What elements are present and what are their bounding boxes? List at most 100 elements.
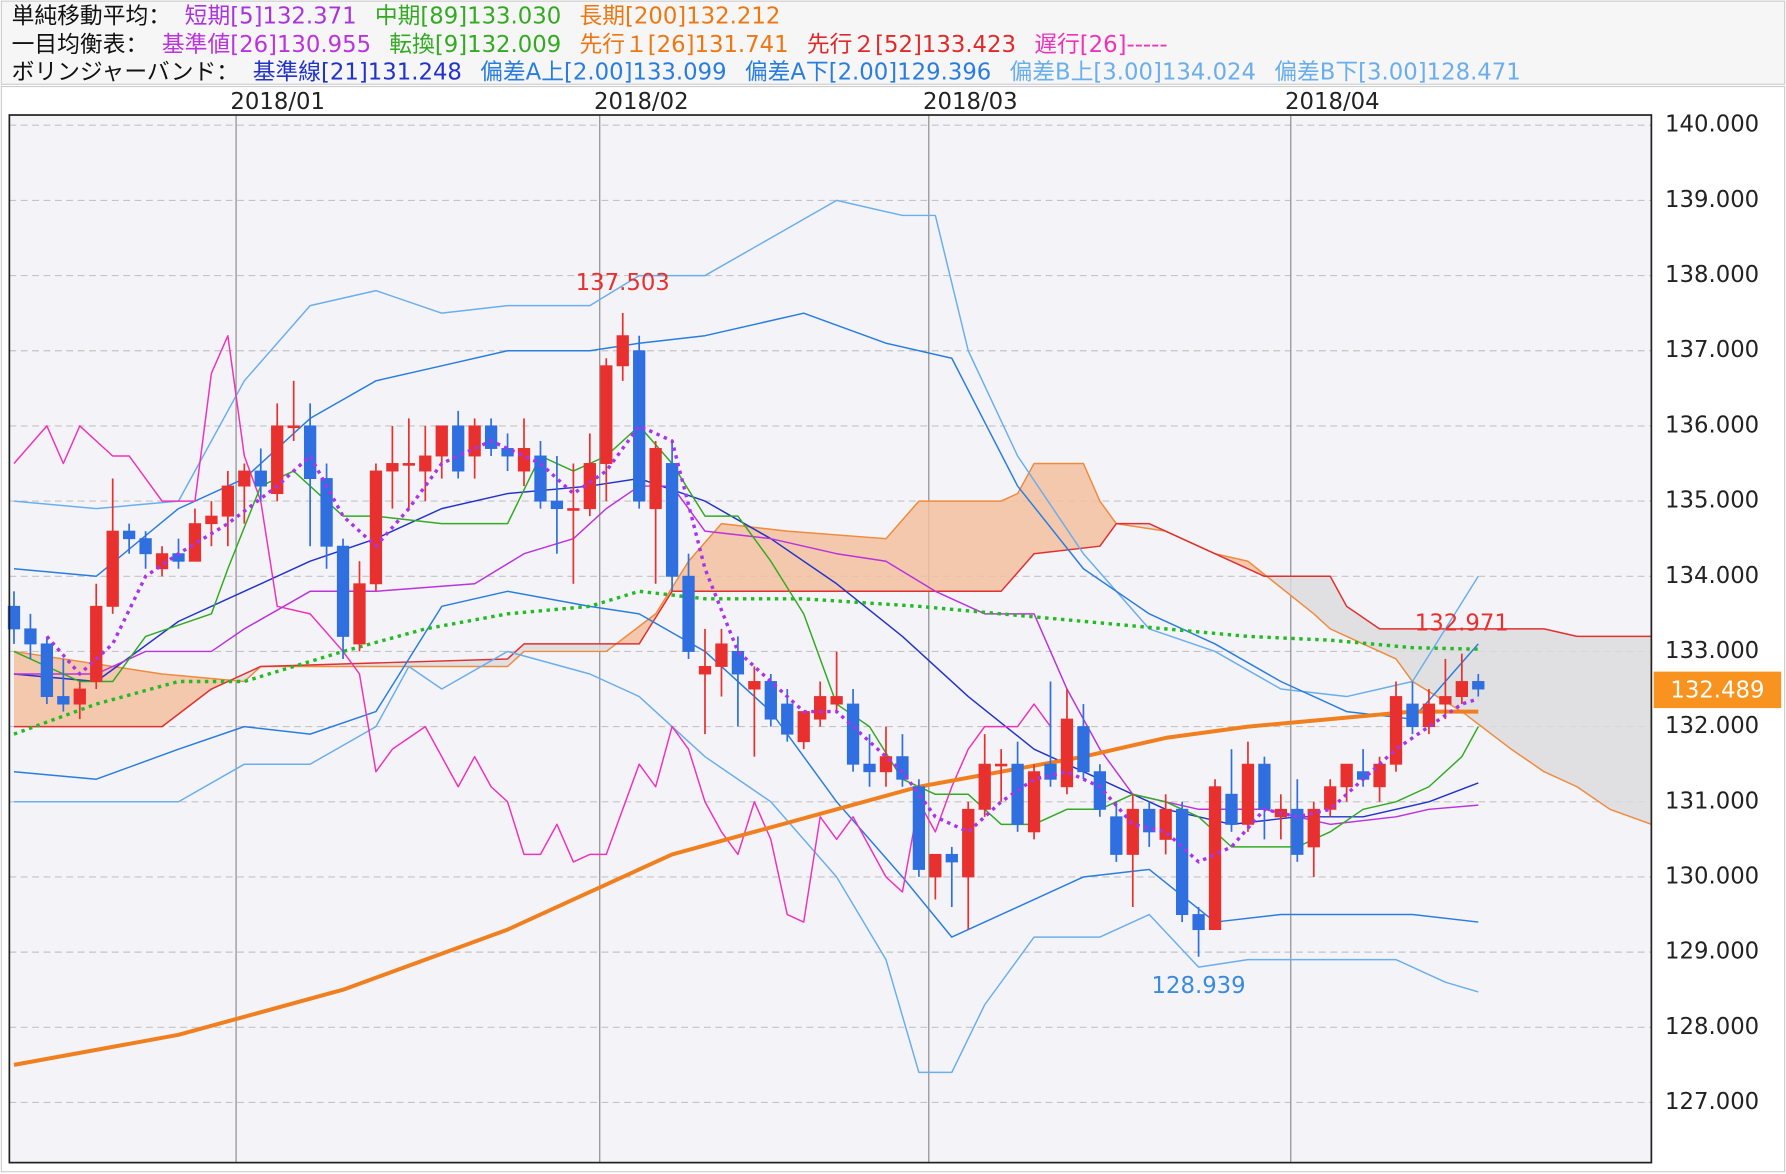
candle-body xyxy=(1241,763,1255,825)
candle-body xyxy=(814,696,827,720)
legend-item: 長期[200]132.212 xyxy=(579,4,780,30)
candle-body xyxy=(452,425,465,472)
candle-body xyxy=(567,508,580,511)
candle-body xyxy=(698,666,712,675)
candle-body xyxy=(929,853,942,878)
candle-body xyxy=(1422,703,1436,728)
candle-body xyxy=(1472,681,1485,690)
candle-body xyxy=(1110,816,1123,855)
candle-body xyxy=(271,425,284,495)
candle-body xyxy=(995,763,1008,767)
y-tick-label: 129.000 xyxy=(1665,939,1759,965)
candle-body xyxy=(7,605,21,630)
candle-body xyxy=(896,756,909,780)
candle-body xyxy=(764,681,777,720)
candle-body xyxy=(1324,786,1337,810)
cloud-fill xyxy=(1267,576,1652,825)
legend-item: 偏差B上[3.00]134.024 xyxy=(1010,59,1257,85)
candle-body xyxy=(846,703,860,765)
candle-body xyxy=(1192,914,1205,931)
candle-body xyxy=(188,523,202,562)
legend-item: 基準線[21]131.248 xyxy=(253,59,462,85)
y-tick-label: 135.000 xyxy=(1665,488,1759,514)
y-tick-label: 134.000 xyxy=(1665,563,1759,589)
legend-row-label: 一目均衡表： xyxy=(12,32,149,58)
candle-body xyxy=(287,425,300,429)
y-tick-label: 138.000 xyxy=(1665,262,1759,288)
candle-body xyxy=(320,478,333,547)
y-tick-label: 137.000 xyxy=(1665,337,1759,363)
candle-body xyxy=(139,538,152,555)
legend-row-label: ボリンジャーバンド： xyxy=(12,59,239,85)
candle-body xyxy=(912,786,926,870)
legend-item: 転換[9]132.009 xyxy=(389,32,561,58)
legend-item: 先行１[26]131.741 xyxy=(579,32,788,58)
price-annotation: 137.503 xyxy=(576,270,670,296)
candle-body xyxy=(1126,808,1139,855)
indicator-line xyxy=(13,199,1479,698)
candle-body xyxy=(238,470,251,487)
candles xyxy=(7,312,1485,957)
legend-item: 基準値[26]130.955 xyxy=(162,32,371,58)
legend-item: 偏差A下[2.00]129.396 xyxy=(745,59,991,85)
y-tick-label: 128.000 xyxy=(1665,1014,1759,1040)
x-tick-label: 2018/01 xyxy=(230,89,325,115)
candle-body xyxy=(517,448,531,472)
legend-row-label: 単純移動平均： xyxy=(12,4,171,30)
y-tick-label: 136.000 xyxy=(1665,412,1759,438)
candle-body xyxy=(1143,808,1156,833)
candle-body xyxy=(1340,763,1353,788)
candle-body xyxy=(633,350,646,502)
candle-body xyxy=(386,463,399,472)
legend-item: 中期[89]133.030 xyxy=(375,4,561,30)
candle-body xyxy=(122,530,136,540)
candle-body xyxy=(1060,718,1074,788)
candle-body xyxy=(1159,808,1172,840)
legend-item: 偏差A上[2.00]133.099 xyxy=(480,59,726,85)
candle-body xyxy=(419,455,432,472)
senkou-span-b xyxy=(13,522,1652,728)
candle-body xyxy=(682,575,695,652)
legend-item: 偏差B下[3.00]128.471 xyxy=(1274,59,1521,85)
candle-body xyxy=(797,711,810,743)
legend: 単純移動平均： 短期[5]132.371 中期[89]133.030 長期[200]1… xyxy=(12,4,1521,86)
y-tick-label: 131.000 xyxy=(1665,788,1759,814)
candle-body xyxy=(962,808,975,878)
candle-body xyxy=(715,643,728,667)
plot-frame xyxy=(8,114,1653,1164)
candle-body xyxy=(1258,763,1271,810)
candle-body xyxy=(879,756,893,773)
candle-body xyxy=(501,448,514,457)
candle-body xyxy=(57,696,70,705)
candle-body xyxy=(90,605,103,682)
candle-body xyxy=(550,500,564,510)
sma-line xyxy=(45,424,1479,864)
x-tick-label: 2018/02 xyxy=(594,89,689,115)
price-annotation: 132.971 xyxy=(1415,611,1509,637)
indicator-line xyxy=(13,709,1479,1067)
candle-body xyxy=(73,688,86,705)
candle-body xyxy=(221,485,235,517)
candle-body xyxy=(1291,808,1304,855)
candle-body xyxy=(945,853,958,863)
candle-body xyxy=(978,763,991,810)
candle-body xyxy=(484,425,498,449)
candle-body xyxy=(1389,696,1403,765)
candle-body xyxy=(336,545,350,637)
legend-item: 先行２[52]133.423 xyxy=(807,32,1016,58)
candle-body xyxy=(830,696,843,705)
candle-body xyxy=(1225,793,1238,825)
current-price-label: 132.489 xyxy=(1670,677,1764,703)
candle-body xyxy=(616,335,629,367)
moving-average-short xyxy=(45,424,1479,864)
candle-body xyxy=(1044,763,1057,780)
candle-body xyxy=(402,463,415,466)
y-tick-label: 127.000 xyxy=(1665,1089,1759,1115)
candle-body xyxy=(1439,696,1452,705)
candle-body xyxy=(1093,771,1107,810)
x-tick-label: 2018/03 xyxy=(923,89,1018,115)
candle-body xyxy=(1307,808,1320,848)
y-tick-label: 130.000 xyxy=(1665,863,1759,889)
candle-body xyxy=(1027,771,1041,833)
